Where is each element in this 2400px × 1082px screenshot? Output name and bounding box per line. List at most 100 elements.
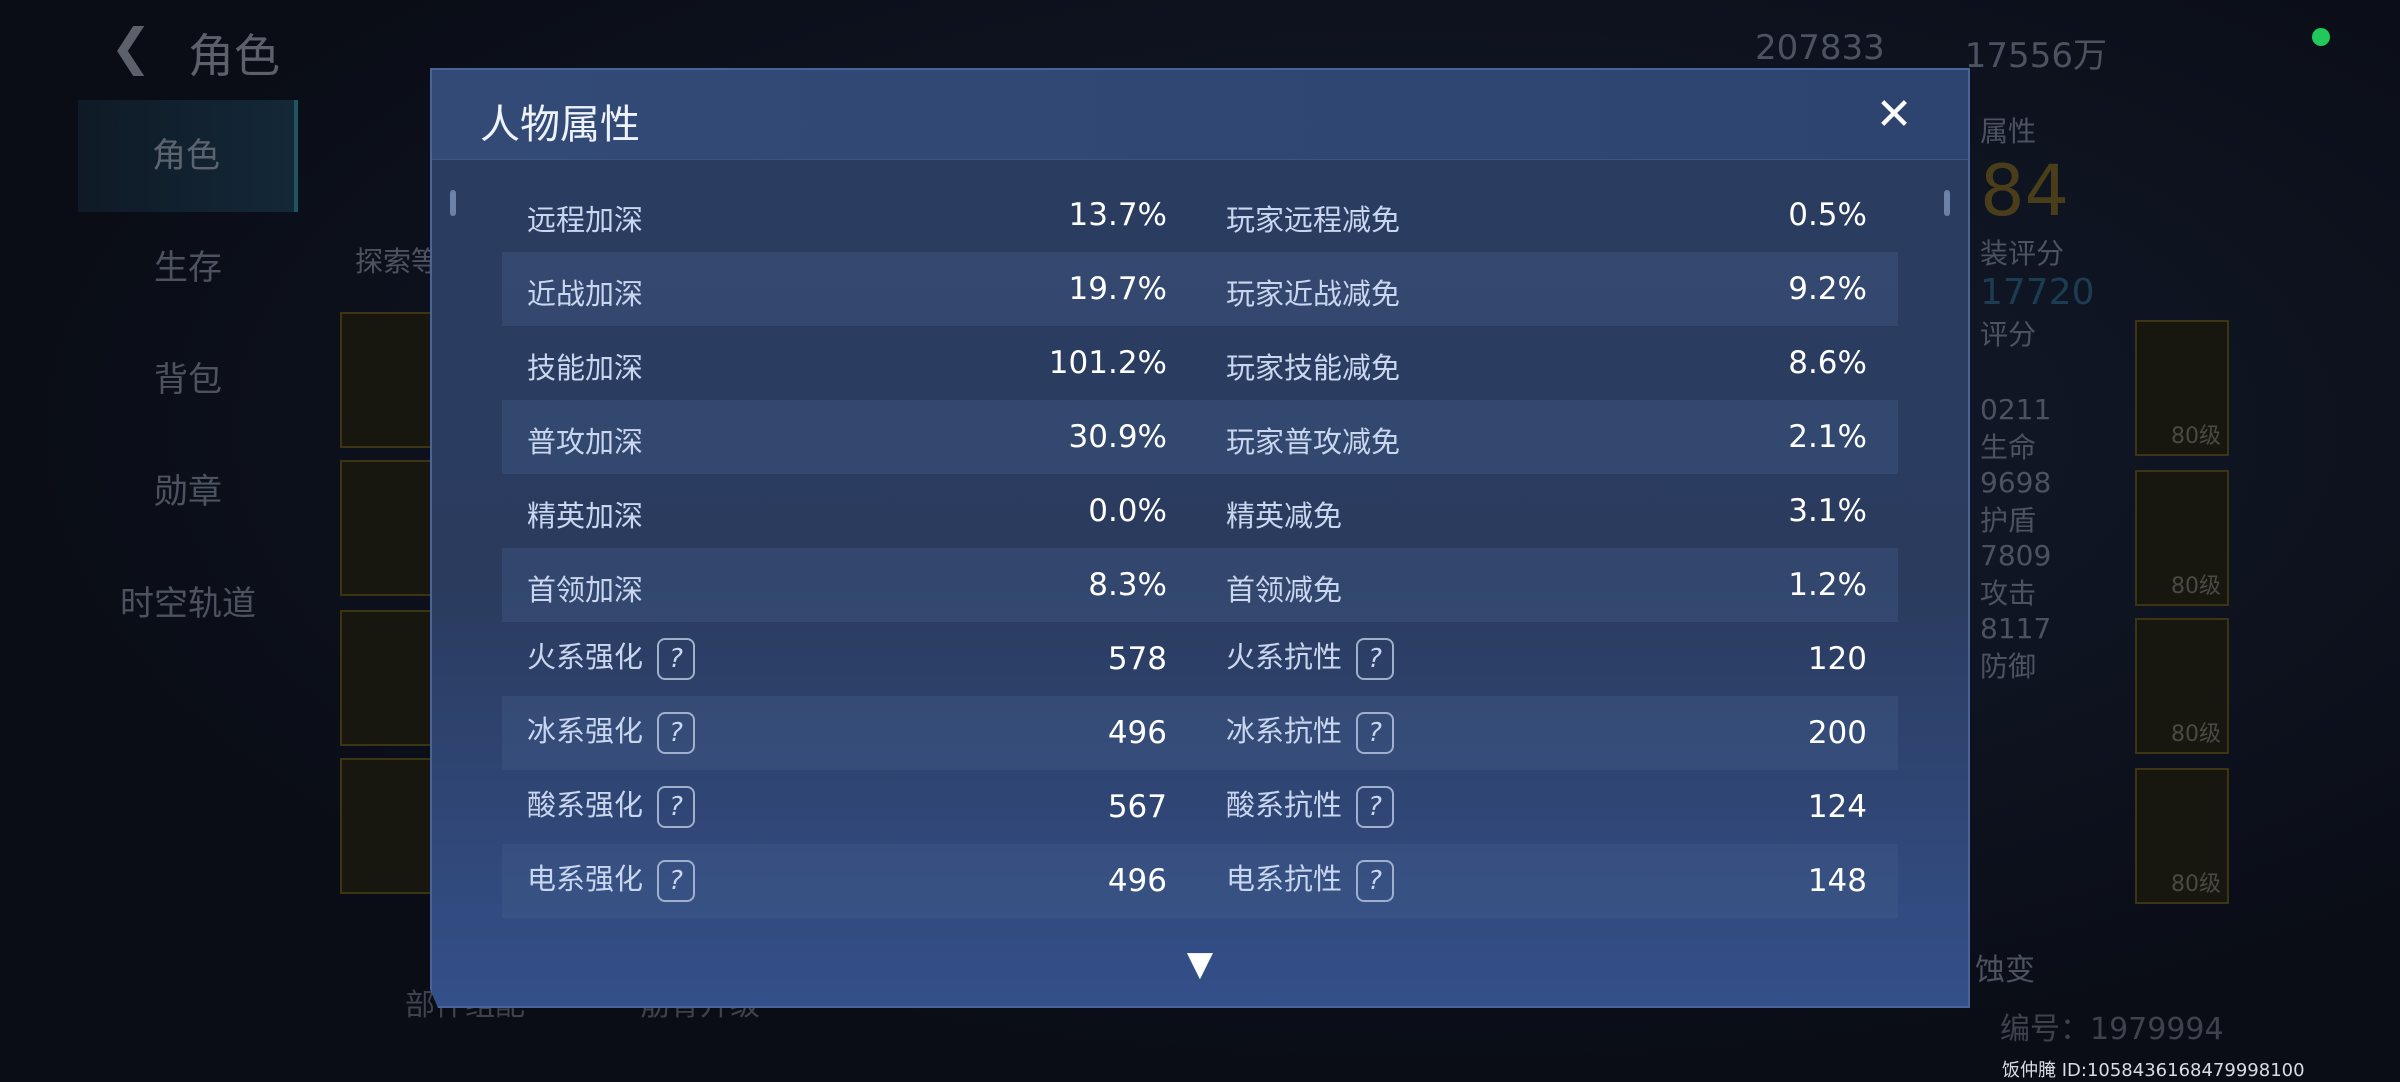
dialog-header	[432, 70, 1968, 160]
stat-defense: 8117 防御	[1980, 612, 2052, 683]
back-arrow-icon[interactable]: ❮	[110, 18, 152, 76]
attribute-label: 电系抗性?	[1226, 856, 1395, 902]
attribute-label: 精英减免	[1226, 499, 1343, 533]
help-icon[interactable]: ?	[657, 712, 696, 754]
attribute-label: 近战加深	[527, 277, 644, 311]
user-id: 饭仲腌 ID:1058436168479998100	[2002, 1060, 2305, 1081]
chevron-down-icon[interactable]: ▼	[1186, 944, 1214, 984]
attribute-row: 普攻加深 30.9% 玩家普攻减免 2.1%	[502, 400, 1898, 474]
attribute-value: 200	[1807, 715, 1867, 751]
scrollbar[interactable]	[1944, 190, 1950, 216]
attribute-label: 普攻加深	[527, 425, 644, 459]
help-icon[interactable]: ?	[657, 786, 696, 828]
attribute-value: 30.9%	[1068, 419, 1167, 455]
nav-item-medal[interactable]: 勋章	[154, 472, 222, 512]
attribute-row: 电系强化? 496 电系抗性? 148	[502, 844, 1898, 918]
attribute-value: 9.2%	[1788, 271, 1867, 307]
attribute-row: 首领加深 8.3% 首领减免 1.2%	[502, 548, 1898, 622]
help-icon[interactable]: ?	[657, 860, 696, 902]
gear-slot[interactable]: 80级	[2135, 470, 2229, 606]
attribute-label: 玩家远程减免	[1226, 203, 1401, 237]
attribute-label: 首领减免	[1226, 573, 1343, 607]
attribute-row: 近战加深 19.7% 玩家近战减免 9.2%	[502, 252, 1898, 326]
nav-item-backpack[interactable]: 背包	[154, 360, 222, 400]
equip-score-label: 装评分	[1980, 237, 2065, 270]
attribute-value: 0.5%	[1788, 197, 1867, 233]
attribute-row: 精英加深 0.0% 精英减免 3.1%	[502, 474, 1898, 548]
gear-slot[interactable]: 80级	[2135, 618, 2229, 754]
attribute-value: 496	[1107, 863, 1167, 899]
attribute-label: 酸系抗性?	[1226, 782, 1395, 828]
attribute-value: 13.7%	[1068, 197, 1167, 233]
attribute-row: 技能加深 101.2% 玩家技能减免 8.6%	[502, 326, 1898, 400]
attribute-value: 148	[1807, 863, 1867, 899]
gear-slot[interactable]	[340, 758, 434, 894]
attribute-row: 冰系强化? 496 冰系抗性? 200	[502, 696, 1898, 770]
attribute-label: 技能加深	[527, 351, 644, 385]
gold-amount[interactable]: 207833	[1755, 28, 1885, 68]
attribute-value: 124	[1807, 789, 1867, 825]
scrollbar[interactable]	[450, 190, 456, 216]
right-stats-panel: 属性 84 装评分 17720 评分 0211 生命 9698 护盾 7809 攻击 …	[1980, 110, 2095, 685]
gear-slot[interactable]: 80级	[2135, 320, 2229, 456]
attribute-value: 3.1%	[1788, 493, 1867, 529]
stat-hp: 0211 生命	[1980, 393, 2052, 464]
attribute-label: 冰系强化?	[527, 708, 696, 754]
dialog-title: 人物属性	[480, 102, 640, 148]
attribute-list[interactable]: 远程加深 13.7% 玩家远程减免 0.5% 近战加深 19.7% 玩家近战减免 …	[502, 178, 1898, 923]
help-icon[interactable]: ?	[1356, 786, 1395, 828]
currency-bar: 207833 17556万	[1755, 28, 2107, 77]
stat-attack: 7809 攻击	[1980, 539, 2052, 610]
score2-label: 评分	[1980, 318, 2037, 351]
attribute-value: 101.2%	[1048, 345, 1167, 381]
attribute-value: 19.7%	[1068, 271, 1167, 307]
help-icon[interactable]: ?	[1356, 712, 1395, 754]
serial-number: 编号：1979994	[2000, 1012, 2224, 1047]
help-icon[interactable]: ?	[1356, 860, 1395, 902]
attribute-label: 玩家近战减免	[1226, 277, 1401, 311]
attribute-value: 0.0%	[1088, 493, 1167, 529]
attribute-value: 8.6%	[1788, 345, 1867, 381]
attribute-value: 578	[1107, 641, 1167, 677]
attribute-value: 567	[1107, 789, 1167, 825]
attribute-value: 2.1%	[1788, 419, 1867, 455]
crystal-amount[interactable]: 17556万	[1964, 36, 2107, 76]
attribute-label: 酸系强化?	[527, 782, 696, 828]
attribute-label: 电系强化?	[527, 856, 696, 902]
close-icon[interactable]: ✕	[1875, 89, 1913, 140]
attribute-row: 火系强化? 578 火系抗性? 120	[502, 622, 1898, 696]
gear-slot[interactable]	[340, 460, 434, 596]
attr-label: 属性	[1980, 115, 2037, 148]
attribute-value: 8.3%	[1088, 567, 1167, 603]
attribute-label: 冰系抗性?	[1226, 708, 1395, 754]
gear-slot[interactable]: 80级	[2135, 768, 2229, 904]
attribute-value: 496	[1107, 715, 1167, 751]
attribute-label: 远程加深	[527, 203, 644, 237]
page-title: 角色	[188, 29, 280, 83]
status-dot	[2312, 28, 2330, 46]
attribute-label: 火系抗性?	[1226, 634, 1395, 680]
character-attributes-dialog: 人物属性 ✕ 远程加深 13.7% 玩家远程减免 0.5% 近战加深 19.7% …	[430, 68, 1970, 1008]
attribute-label: 火系强化?	[527, 634, 696, 680]
nav-item-survival[interactable]: 生存	[154, 248, 222, 288]
mutation-button[interactable]: 蚀变	[1975, 953, 2035, 988]
sidebar-nav: 角色 生存 背包 勋章 时空轨道	[78, 100, 298, 660]
explore-label: 探索等	[355, 245, 440, 278]
attribute-value: 1.2%	[1788, 567, 1867, 603]
help-icon[interactable]: ?	[1356, 638, 1395, 680]
gear-slot[interactable]	[340, 312, 434, 448]
attribute-value: 120	[1807, 641, 1867, 677]
attribute-label: 玩家技能减免	[1226, 351, 1401, 385]
attribute-label: 玩家普攻减免	[1226, 425, 1401, 459]
attribute-row: 酸系强化? 567 酸系抗性? 124	[502, 770, 1898, 844]
stat-shield: 9698 护盾	[1980, 466, 2052, 537]
score2-value: 17720	[1980, 272, 2095, 313]
attribute-label: 精英加深	[527, 499, 644, 533]
gear-slot[interactable]	[340, 610, 434, 746]
attribute-label: 首领加深	[527, 573, 644, 607]
nav-item-role[interactable]: 角色	[78, 100, 298, 212]
nav-item-timeline[interactable]: 时空轨道	[120, 584, 256, 624]
power-value: 84	[1980, 150, 2070, 232]
attribute-row: 远程加深 13.7% 玩家远程减免 0.5%	[502, 178, 1898, 252]
help-icon[interactable]: ?	[657, 638, 696, 680]
